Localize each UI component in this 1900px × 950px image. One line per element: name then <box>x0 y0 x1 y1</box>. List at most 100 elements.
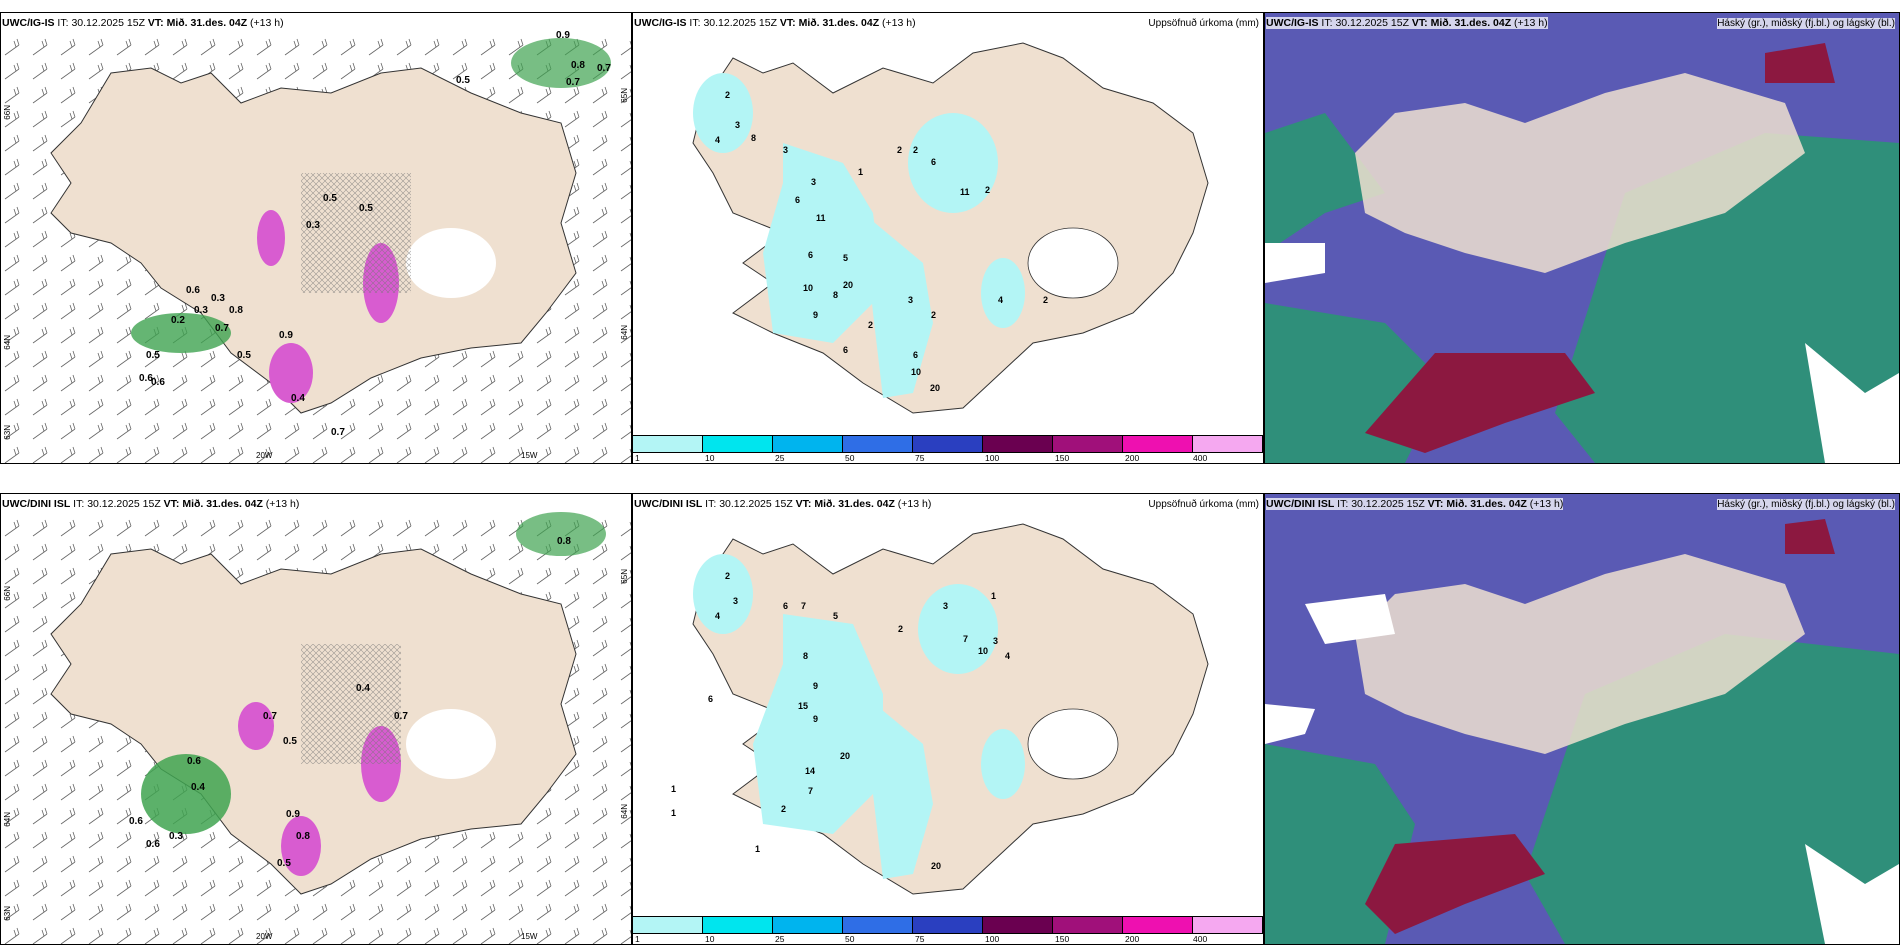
svg-text:10: 10 <box>803 283 813 293</box>
svg-text:20: 20 <box>840 751 850 761</box>
legend-swatch <box>1193 436 1263 452</box>
svg-text:2: 2 <box>781 804 786 814</box>
legend-label: 400 <box>1193 934 1208 944</box>
legend-label: 400 <box>1193 453 1208 463</box>
svg-text:0.5: 0.5 <box>359 203 373 214</box>
svg-text:0.6: 0.6 <box>146 839 160 850</box>
legend-bar <box>633 435 1263 453</box>
svg-text:0.7: 0.7 <box>597 63 611 74</box>
lat-label: 63N <box>3 906 12 921</box>
legend-swatch <box>633 917 703 933</box>
panel-clouds-row1: UWC/IG-IS IT: 30.12.2025 15Z VT: Mið. 31… <box>1264 12 1900 464</box>
svg-text:0.5: 0.5 <box>146 350 160 361</box>
legend-swatch <box>633 436 703 452</box>
panel-title: UWC/IG-IS IT: 30.12.2025 15Z VT: Mið. 31… <box>2 17 284 29</box>
legend-label: 75 <box>915 453 925 463</box>
legend-swatch <box>913 917 983 933</box>
svg-text:10: 10 <box>978 646 988 656</box>
svg-text:2: 2 <box>897 145 902 155</box>
lat-label: 64N <box>620 325 629 340</box>
svg-text:2: 2 <box>985 185 990 195</box>
lat-label: 64N <box>620 804 629 819</box>
svg-text:6: 6 <box>843 345 848 355</box>
legend-swatch <box>1193 917 1263 933</box>
svg-text:2: 2 <box>898 624 903 634</box>
legend-swatch <box>1053 436 1123 452</box>
svg-text:8: 8 <box>751 133 756 143</box>
svg-text:0.6: 0.6 <box>129 816 143 827</box>
panel-clouds-row2: UWC/DINI ISL IT: 30.12.2025 15Z VT: Mið.… <box>1264 493 1900 945</box>
svg-text:0.4: 0.4 <box>356 683 370 694</box>
lat-label: 64N <box>3 812 12 827</box>
legend-swatch <box>703 917 773 933</box>
lat-label: 63N <box>3 425 12 440</box>
legend-label: 100 <box>985 453 1000 463</box>
legend-label: 25 <box>775 934 785 944</box>
panel-title: UWC/IG-IS IT: 30.12.2025 15Z VT: Mið. 31… <box>634 17 916 29</box>
legend-swatch <box>983 436 1053 452</box>
svg-text:0.3: 0.3 <box>194 305 208 316</box>
svg-text:20: 20 <box>843 280 853 290</box>
legend-swatch <box>1053 917 1123 933</box>
svg-text:3: 3 <box>783 145 788 155</box>
svg-text:7: 7 <box>808 786 813 796</box>
legend-label: 1 <box>635 934 640 944</box>
svg-text:11: 11 <box>960 187 970 197</box>
svg-text:8: 8 <box>833 290 838 300</box>
svg-text:6: 6 <box>913 350 918 360</box>
svg-text:0.7: 0.7 <box>394 711 408 722</box>
svg-text:0.9: 0.9 <box>556 30 570 41</box>
svg-text:6: 6 <box>808 250 813 260</box>
svg-text:2: 2 <box>913 145 918 155</box>
svg-text:0.5: 0.5 <box>277 858 291 869</box>
svg-text:14: 14 <box>805 766 815 776</box>
precip-legend: 1 10 25 50 75 100 150 200 400 <box>633 916 1263 944</box>
svg-text:0.2: 0.2 <box>171 315 185 326</box>
legend-swatch <box>1123 917 1193 933</box>
lon-label: 15W <box>521 932 538 941</box>
svg-text:6: 6 <box>783 601 788 611</box>
svg-text:1: 1 <box>671 784 676 794</box>
svg-text:0.3: 0.3 <box>306 220 320 231</box>
legend-swatch <box>843 436 913 452</box>
svg-text:2: 2 <box>868 320 873 330</box>
svg-text:7: 7 <box>963 634 968 644</box>
legend-label: 150 <box>1055 453 1070 463</box>
svg-text:8: 8 <box>803 651 808 661</box>
precip-map: 2 3 4 6 7 5 8 9 15 9 20 14 7 2 3 7 10 3 … <box>671 523 1209 895</box>
legend-swatch <box>773 436 843 452</box>
legend-bar <box>633 916 1263 934</box>
svg-text:4: 4 <box>998 295 1003 305</box>
svg-text:3: 3 <box>733 596 738 606</box>
legend-label: 10 <box>705 453 715 463</box>
svg-text:0.4: 0.4 <box>191 782 205 793</box>
svg-text:0.7: 0.7 <box>215 323 229 334</box>
svg-text:2: 2 <box>1043 295 1048 305</box>
svg-text:0.7: 0.7 <box>566 77 580 88</box>
svg-text:0.9: 0.9 <box>286 809 300 820</box>
cloud-map <box>1265 494 1899 944</box>
svg-text:6: 6 <box>795 195 800 205</box>
cloud-map <box>1265 13 1899 463</box>
svg-text:15: 15 <box>798 701 808 711</box>
svg-text:3: 3 <box>811 177 816 187</box>
legend-swatch <box>913 436 983 452</box>
svg-text:0.6: 0.6 <box>151 377 165 388</box>
panel-subtitle: Uppsöfnuð úrkoma (mm) <box>1148 499 1259 510</box>
svg-text:0.5: 0.5 <box>283 736 297 747</box>
svg-text:3: 3 <box>908 295 913 305</box>
lat-label: 66N <box>3 586 12 601</box>
svg-text:7: 7 <box>801 601 806 611</box>
legend-swatch <box>983 917 1053 933</box>
panel-subtitle: Uppsöfnuð úrkoma (mm) <box>1148 18 1259 29</box>
lat-label: 65N <box>620 88 629 103</box>
panel-title: UWC/DINI ISL IT: 30.12.2025 15Z VT: Mið.… <box>2 498 300 510</box>
svg-text:1: 1 <box>858 167 863 177</box>
svg-text:3: 3 <box>993 636 998 646</box>
lat-label: 66N <box>3 105 12 120</box>
svg-text:11: 11 <box>816 213 826 223</box>
lat-label: 64N <box>3 335 12 350</box>
svg-text:9: 9 <box>813 310 818 320</box>
lat-label: 65N <box>620 569 629 584</box>
svg-text:0.6: 0.6 <box>186 285 200 296</box>
